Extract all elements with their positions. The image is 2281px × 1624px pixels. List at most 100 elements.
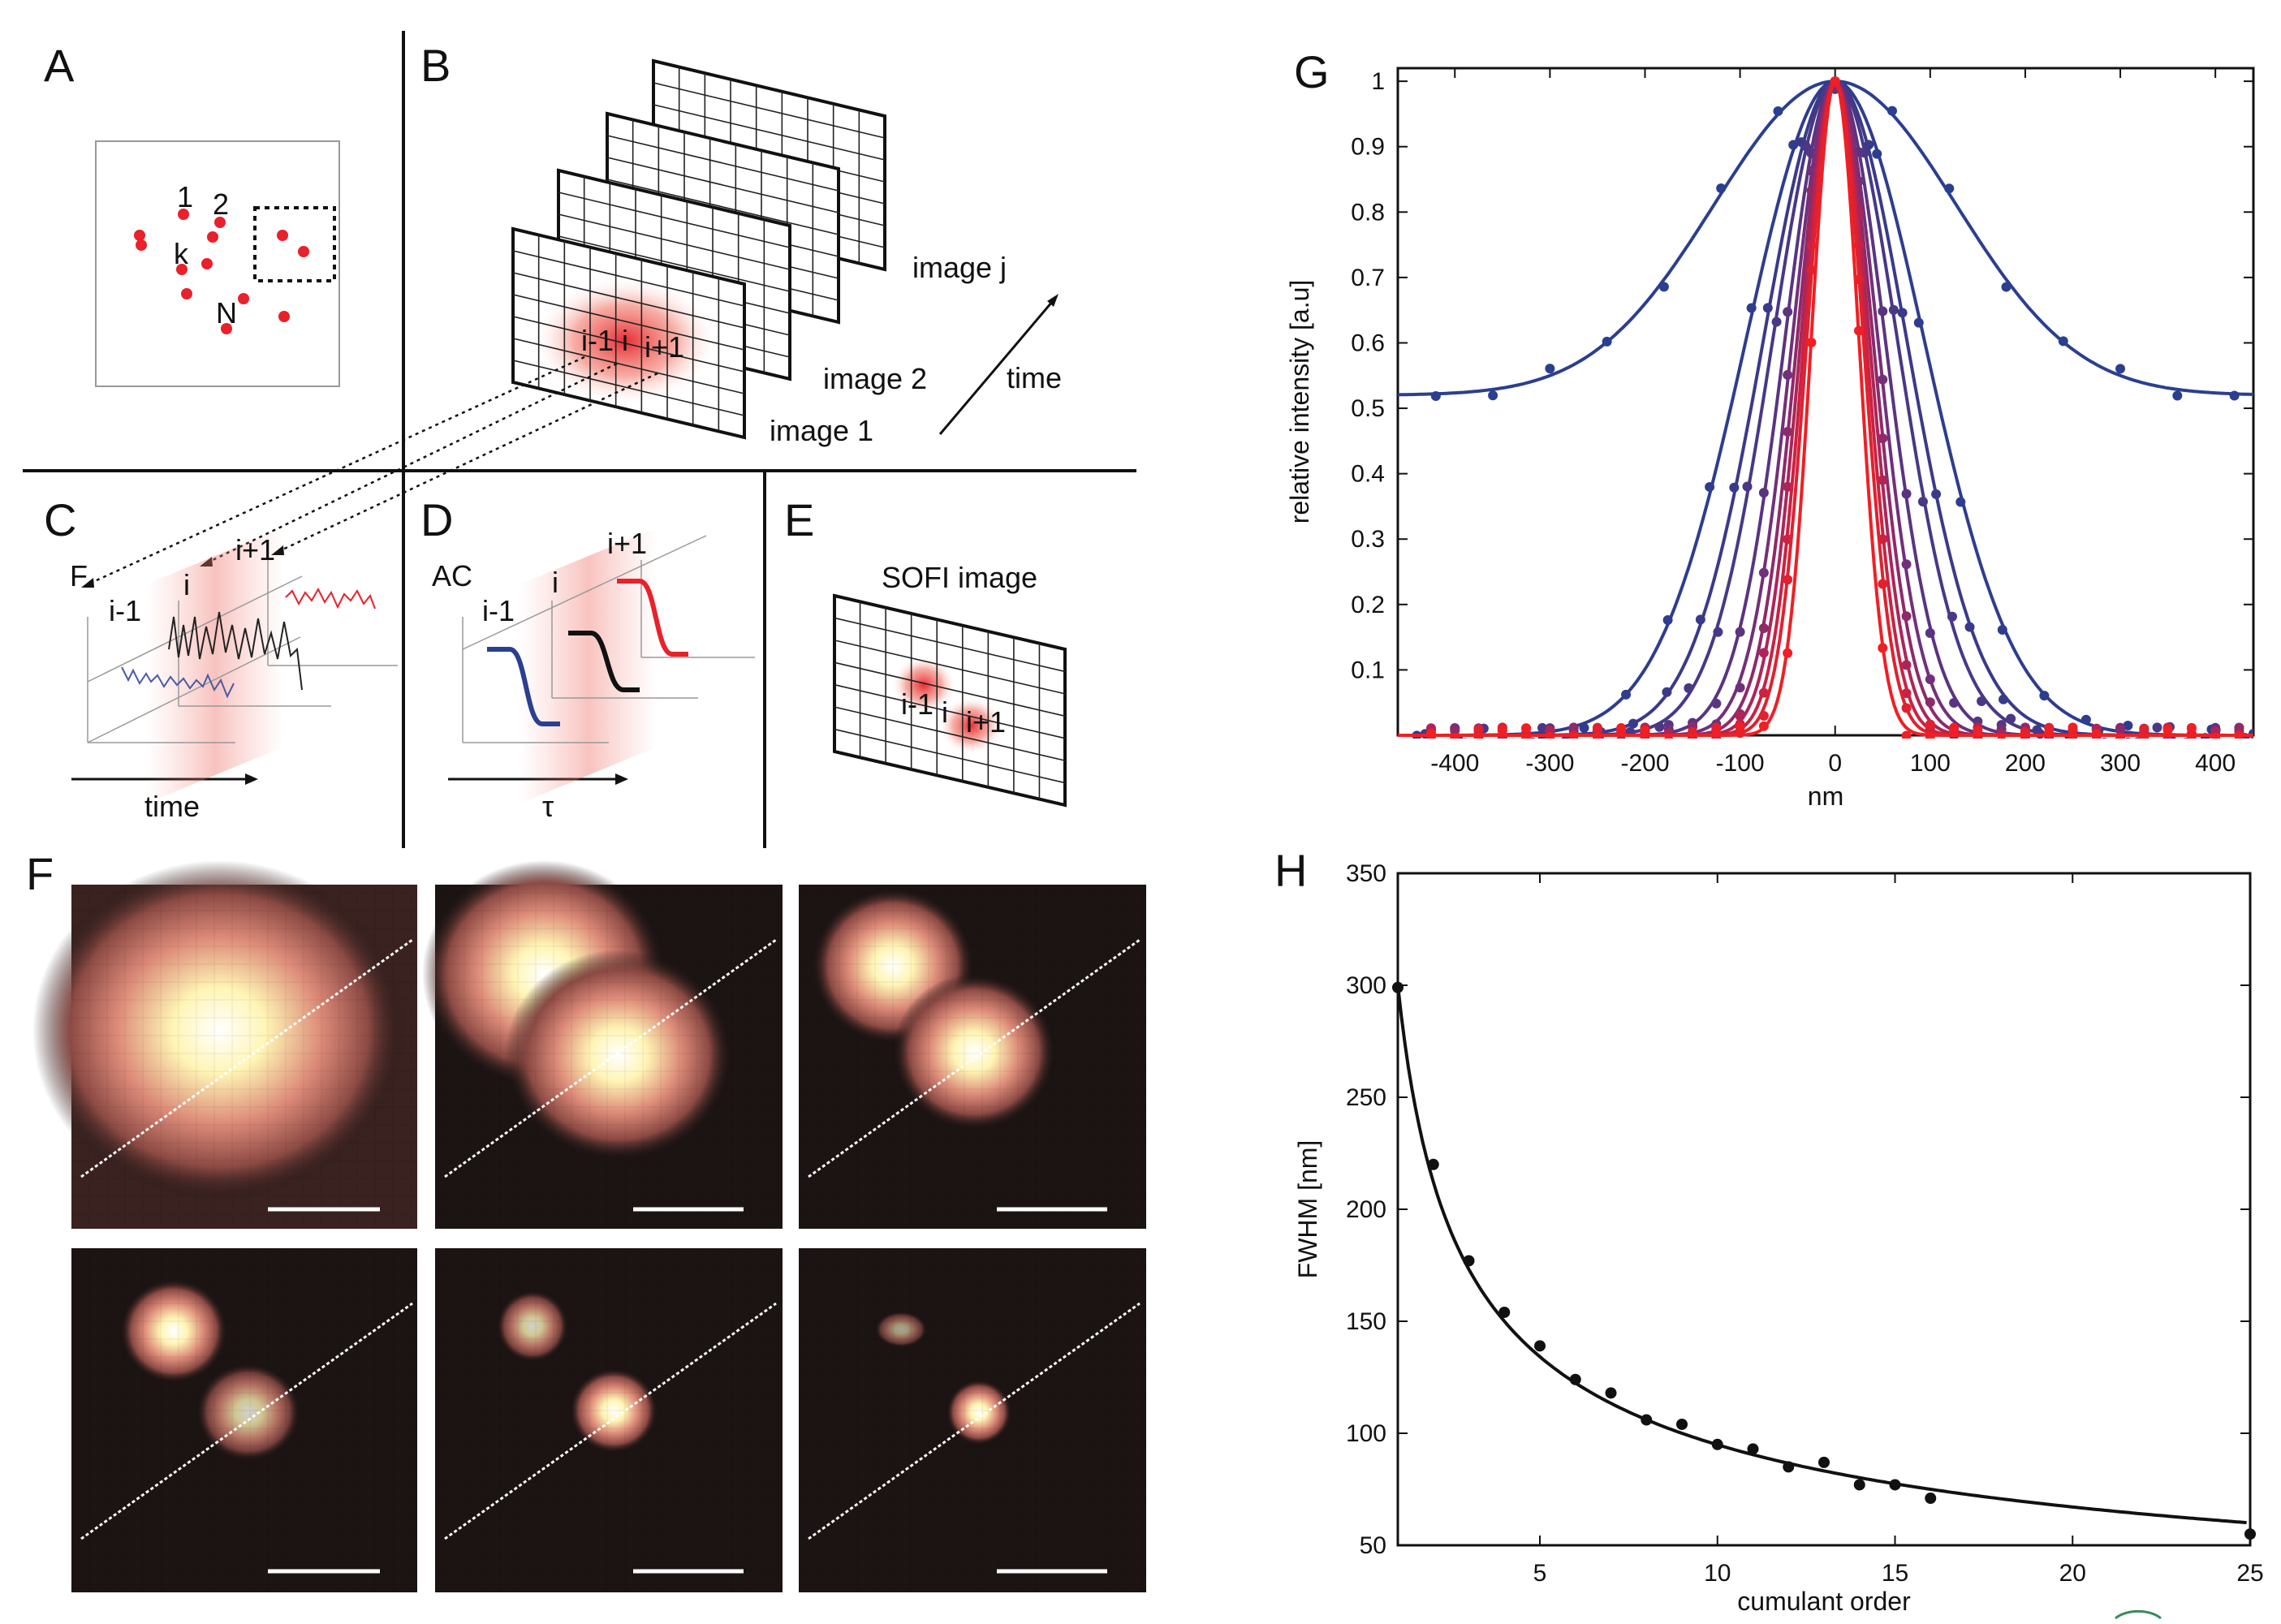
g-data-point xyxy=(1546,737,1554,739)
g-series-line xyxy=(1398,79,2253,737)
g-data-point xyxy=(2058,336,2068,347)
h-data-point xyxy=(1783,1461,1795,1473)
g-ytick-label: 0.7 xyxy=(1351,265,1385,291)
h-xtick-label: 10 xyxy=(1704,1560,1731,1587)
g-data-point xyxy=(1864,140,1874,150)
g-data-point xyxy=(2080,714,2091,725)
g-data-point xyxy=(1771,317,1782,327)
grid-line xyxy=(834,706,1066,761)
panel-letter-a: A xyxy=(44,40,75,91)
g-data-point xyxy=(1977,696,1987,707)
g-data-point xyxy=(1711,728,1722,739)
g-data-point xyxy=(1568,723,1579,734)
g-data-point xyxy=(1878,579,1888,589)
grid-line xyxy=(606,157,839,213)
g-data-point xyxy=(1925,697,1935,708)
h-data-point xyxy=(2244,1528,2256,1540)
g-data-point xyxy=(2115,725,2126,735)
g-xtick-label: -300 xyxy=(1525,750,1574,777)
g-data-point xyxy=(1997,735,2007,739)
c-pixel-band xyxy=(146,528,284,803)
g-data-point xyxy=(2001,282,2012,292)
g-data-point xyxy=(1547,738,1552,739)
g-data-point xyxy=(1878,374,1888,385)
g-data-point xyxy=(2068,722,2078,733)
g-data-point xyxy=(1521,723,1532,734)
e-label-i: i xyxy=(942,696,948,729)
g-data-point xyxy=(2115,364,2126,374)
h-data-point xyxy=(1925,1493,1937,1505)
g-series-line xyxy=(1398,80,2253,737)
h-plot-frame xyxy=(1396,872,2252,1547)
g-xtick-label: -400 xyxy=(1430,750,1479,777)
g-data-point xyxy=(1695,614,1705,625)
g-ytick-label: 0.9 xyxy=(1351,134,1385,161)
h-xtick-label: 15 xyxy=(1882,1560,1908,1587)
g-data-point xyxy=(1773,106,1783,117)
g-ytick-label: 1 xyxy=(1371,68,1385,95)
g-data-point xyxy=(2117,737,2124,739)
g-data-point xyxy=(1602,336,1612,347)
g-data-point xyxy=(2117,737,2124,739)
h-xlabel: cumulant order xyxy=(1737,1587,1911,1616)
h-ytick-label: 350 xyxy=(1346,860,1386,887)
grid-line xyxy=(834,640,1066,695)
d-curve-i xyxy=(568,631,640,692)
g-data-point xyxy=(1788,140,1799,150)
g-data-point xyxy=(1925,674,1935,684)
g-data-point xyxy=(1619,738,1624,739)
g-data-point xyxy=(1758,622,1769,633)
g-series-line xyxy=(1398,80,2253,397)
grid-line xyxy=(512,250,745,307)
g-data-point xyxy=(1529,737,1536,739)
g-data-point xyxy=(1878,475,1888,485)
g-data-point xyxy=(1758,648,1769,658)
g-series-line xyxy=(1398,80,2253,737)
d-curve-i+1 xyxy=(617,579,688,657)
g-series-line xyxy=(1398,80,2253,737)
d-label-i+1: i+1 xyxy=(607,527,647,560)
emitter-dots xyxy=(134,209,309,334)
image-1-label: image 1 xyxy=(770,414,873,447)
watermark-fragment xyxy=(2115,1609,2162,1620)
h-ylabel: FWHM [nm] xyxy=(1293,1140,1322,1279)
g-data-point xyxy=(1997,625,2007,635)
g-data-point xyxy=(1746,303,1757,313)
time-arrow xyxy=(938,301,1054,435)
g-data-point xyxy=(1758,567,1769,578)
h-xtick-label: 25 xyxy=(2236,1560,2263,1587)
g-data-point xyxy=(1878,643,1888,653)
h-data-point xyxy=(1392,981,1404,993)
g-data-point xyxy=(1477,738,1481,739)
h-data-point xyxy=(1641,1414,1653,1426)
g-data-point xyxy=(1684,683,1694,693)
f-image-2 xyxy=(422,860,783,1229)
grid-line xyxy=(512,316,745,373)
g-data-point xyxy=(2039,691,2050,701)
g-data-point xyxy=(1451,737,1459,739)
g-data-point xyxy=(1713,627,1723,637)
d-ylabel: AC xyxy=(432,559,472,592)
h-data-point xyxy=(1818,1456,1830,1468)
h-ytick-label: 200 xyxy=(1346,1196,1386,1223)
g-data-point xyxy=(1762,303,1773,313)
g-data-point xyxy=(1901,611,1912,622)
g-data-point xyxy=(2152,722,2162,733)
g-series-line xyxy=(1398,80,2253,737)
panel-f: F xyxy=(26,848,1146,1592)
d-label-i-1: i-1 xyxy=(482,594,515,627)
panel-e: E SOFI image i-1 i i+1 xyxy=(784,494,1067,808)
g-data-point xyxy=(1872,149,1882,159)
g-data-point xyxy=(1473,735,1484,739)
g-data-point xyxy=(1572,738,1576,739)
g-series-line xyxy=(1398,80,2253,737)
pixel-label-i-1: i-1 xyxy=(581,324,614,357)
g-data-point xyxy=(1758,488,1769,498)
chart-g: -400 -300 -200 -100 0 100 200 300 400 0.1 0.2 0.3 0.… xyxy=(1285,67,2255,811)
g-data-point xyxy=(1425,728,1436,739)
g-data-point xyxy=(1878,433,1888,444)
g-data-point xyxy=(1973,736,1982,739)
g-data-point xyxy=(1473,724,1484,734)
g-data-point xyxy=(1640,725,1650,735)
g-data-point xyxy=(1949,723,1960,734)
